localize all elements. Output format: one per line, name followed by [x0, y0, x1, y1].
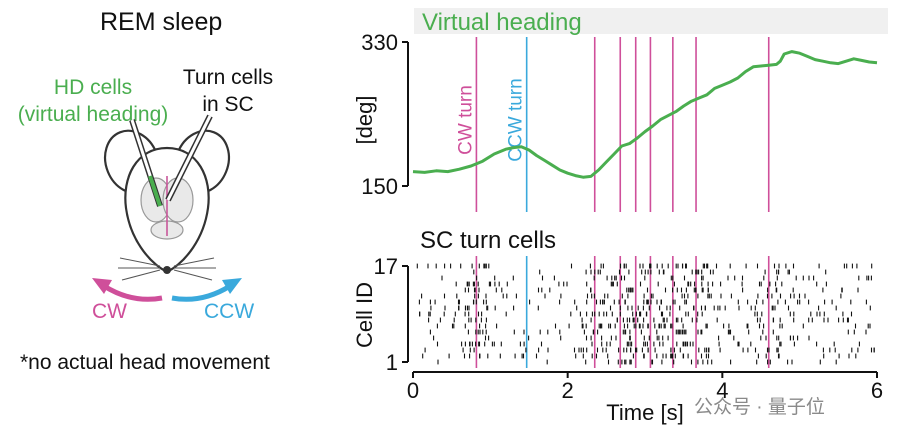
hd-cells-label-line2: (virtual heading)	[17, 103, 169, 126]
hd-electrode-icon	[129, 119, 163, 207]
spike-group	[416, 263, 875, 365]
cw-label: CW	[92, 300, 127, 323]
raster-y-tick-label: 1	[386, 350, 398, 375]
ccw-label: CCW	[204, 300, 255, 323]
turn-cells-label-line1: Turn cells	[182, 66, 274, 89]
footnote: *no actual head movement	[20, 351, 270, 374]
whiskers-icon	[118, 257, 216, 281]
ccw-turn-label: CCW turn	[506, 78, 527, 161]
heading-series-line	[412, 50, 878, 179]
cw-turn-label: CW turn	[455, 85, 476, 155]
turn-cells-label: Turn cells in SC	[178, 64, 278, 118]
mouse-illustration	[92, 114, 242, 302]
schematic-panel: REM sleep HD cells (virtual heading) Tur…	[0, 0, 340, 440]
raster-ylabel: Cell ID	[352, 282, 377, 348]
cw-arrowhead-icon	[92, 278, 112, 294]
raster-x-tick-label: 6	[871, 378, 883, 403]
raster-x-tick-label: 4	[716, 378, 728, 403]
ccw-arrow-icon	[171, 283, 232, 302]
heading-title: Virtual heading	[422, 9, 582, 36]
heading-chart: Virtual heading [deg] 330 150 CW turn CCW tur…	[352, 9, 878, 368]
mouse-nose-icon	[163, 266, 171, 274]
schematic-title: REM sleep	[100, 8, 223, 36]
hd-cells-label: HD cells (virtual heading)	[8, 74, 178, 128]
cw-arrow-icon	[102, 283, 163, 302]
raster-xlabel: Time [s]	[606, 400, 683, 425]
raster-title: SC turn cells	[420, 227, 556, 254]
turn-electrode-icon	[165, 114, 213, 202]
raster-x-tick-label: 2	[562, 378, 574, 403]
heading-ylabel: [deg]	[352, 96, 377, 145]
raster-y-tick-label: 17	[374, 254, 398, 279]
heading-title-background	[414, 8, 888, 34]
hd-cells-label-line1: HD cells	[53, 76, 133, 99]
heading-y-tick-label: 330	[361, 30, 398, 55]
raster-x-tick-label: 0	[407, 378, 419, 403]
raster-chart: SC turn cells Cell ID 17 10 2 4 6 Time [s]	[352, 227, 883, 425]
watermark: 公众号 · 量子位	[694, 397, 825, 418]
ccw-arrowhead-icon	[222, 278, 242, 294]
turn-cells-label-line2: in SC	[202, 93, 254, 116]
heading-y-tick-label: 150	[361, 174, 398, 199]
